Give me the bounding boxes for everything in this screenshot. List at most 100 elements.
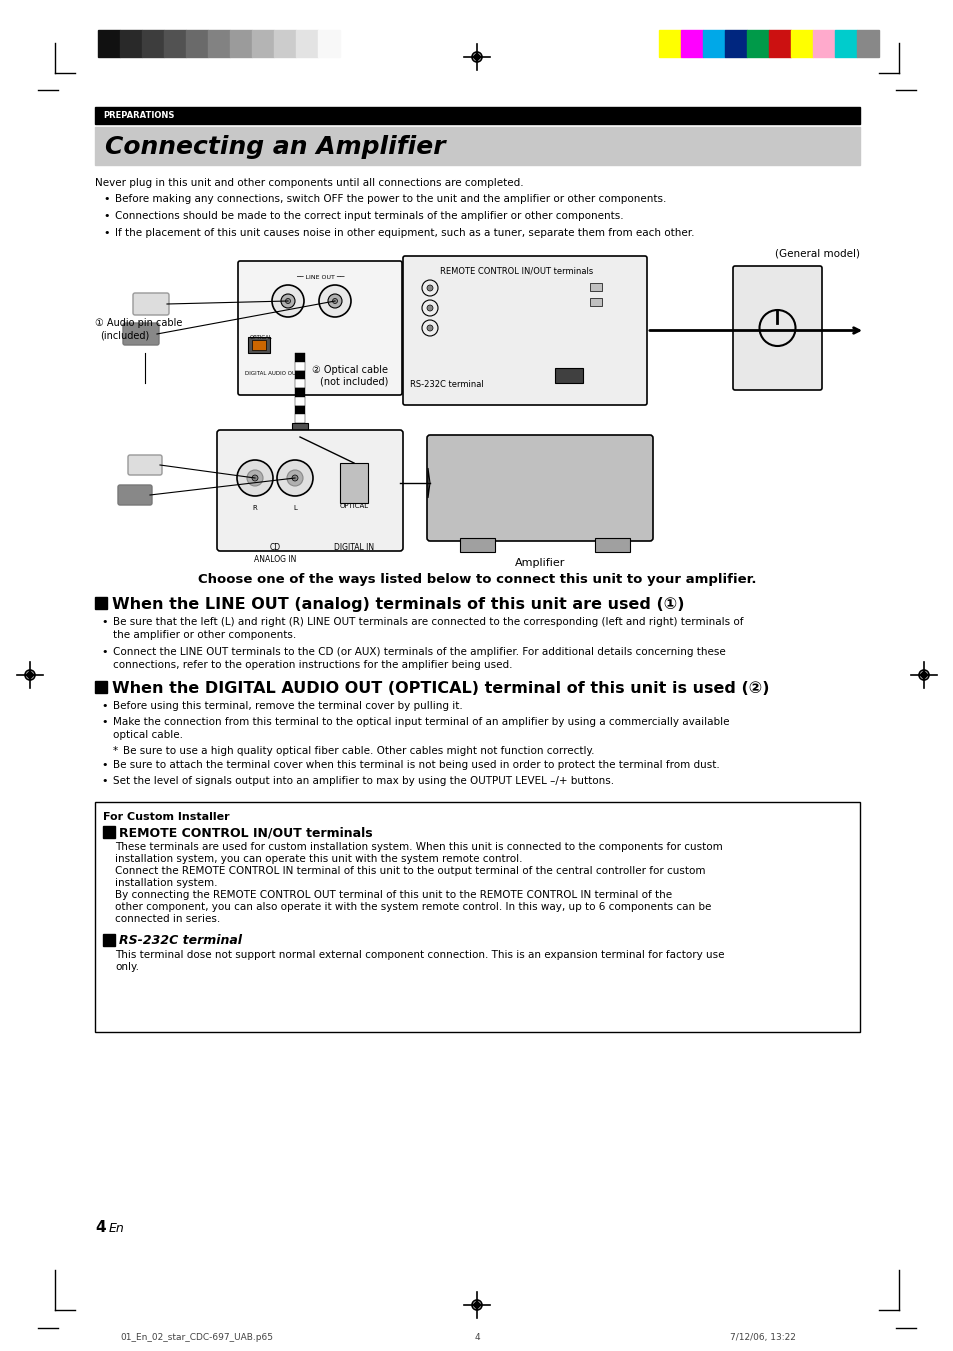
Text: 4: 4 <box>474 1333 479 1342</box>
Bar <box>459 538 495 553</box>
Bar <box>746 30 768 57</box>
Text: En: En <box>109 1223 125 1235</box>
Text: •: • <box>101 647 108 657</box>
Text: PREPARATIONS: PREPARATIONS <box>103 111 174 120</box>
FancyBboxPatch shape <box>128 455 162 476</box>
Polygon shape <box>26 671 34 680</box>
Circle shape <box>328 295 341 308</box>
Text: •: • <box>101 617 108 627</box>
Text: •: • <box>103 211 110 222</box>
Circle shape <box>285 299 291 304</box>
Bar <box>294 370 305 380</box>
Text: REMOTE CONTROL IN/OUT terminals: REMOTE CONTROL IN/OUT terminals <box>439 266 593 276</box>
FancyBboxPatch shape <box>216 430 402 551</box>
Circle shape <box>236 459 273 496</box>
Bar <box>294 353 305 362</box>
Circle shape <box>318 285 351 317</box>
Text: This terminal dose not support normal external component connection. This is an : This terminal dose not support normal ex… <box>115 950 723 961</box>
Bar <box>595 538 629 553</box>
Bar <box>103 825 115 838</box>
Polygon shape <box>428 467 430 499</box>
Text: DIGITAL IN: DIGITAL IN <box>334 543 374 553</box>
Text: other component, you can also operate it with the system remote control. In this: other component, you can also operate it… <box>115 902 711 912</box>
Text: Never plug in this unit and other components until all connections are completed: Never plug in this unit and other compon… <box>95 178 523 188</box>
Text: CD: CD <box>269 543 280 553</box>
Text: installation system.: installation system. <box>115 878 217 888</box>
Text: (included): (included) <box>100 330 149 340</box>
FancyBboxPatch shape <box>132 293 169 315</box>
Text: Before making any connections, switch OFF the power to the unit and the amplifie: Before making any connections, switch OF… <box>115 195 666 204</box>
FancyBboxPatch shape <box>123 323 159 345</box>
Text: Be sure to attach the terminal cover when this terminal is not being used in ord: Be sure to attach the terminal cover whe… <box>112 761 719 770</box>
Text: Set the level of signals output into an amplifier to max by using the OUTPUT LEV: Set the level of signals output into an … <box>112 775 614 786</box>
Text: If the placement of this unit causes noise in other equipment, such as a tuner, : If the placement of this unit causes noi… <box>115 228 694 238</box>
Circle shape <box>427 326 433 331</box>
Text: 01_En_02_star_CDC-697_UAB.p65: 01_En_02_star_CDC-697_UAB.p65 <box>120 1333 273 1342</box>
Bar <box>95 681 107 693</box>
Text: Be sure to use a high quality optical fiber cable. Other cables might not functi: Be sure to use a high quality optical fi… <box>123 746 594 757</box>
FancyBboxPatch shape <box>118 485 152 505</box>
Text: By connecting the REMOTE CONTROL OUT terminal of this unit to the REMOTE CONTROL: By connecting the REMOTE CONTROL OUT ter… <box>115 890 672 900</box>
Circle shape <box>427 285 433 290</box>
Text: optical cable.: optical cable. <box>112 730 183 740</box>
Text: DIGITAL AUDIO OUT: DIGITAL AUDIO OUT <box>245 372 299 376</box>
Bar <box>95 107 859 124</box>
Bar <box>295 30 317 57</box>
Bar <box>790 30 812 57</box>
Text: •: • <box>103 195 110 204</box>
Bar <box>98 30 120 57</box>
Bar <box>248 336 270 353</box>
FancyBboxPatch shape <box>402 255 646 405</box>
Text: RS-232C terminal: RS-232C terminal <box>410 380 483 389</box>
Bar <box>812 30 834 57</box>
Bar <box>659 30 680 57</box>
Text: When the LINE OUT (analog) terminals of this unit are used (①): When the LINE OUT (analog) terminals of … <box>112 597 684 612</box>
Text: When the DIGITAL AUDIO OUT (OPTICAL) terminal of this unit is used (②): When the DIGITAL AUDIO OUT (OPTICAL) ter… <box>112 681 769 696</box>
Bar <box>680 30 702 57</box>
Polygon shape <box>473 1301 480 1309</box>
Text: ── LINE OUT ──: ── LINE OUT ── <box>295 276 344 280</box>
Text: *: * <box>112 746 118 757</box>
Bar <box>702 30 724 57</box>
Bar <box>294 397 305 405</box>
Bar <box>120 30 142 57</box>
Text: Connect the LINE OUT terminals to the CD (or AUX) terminals of the amplifier. Fo: Connect the LINE OUT terminals to the CD… <box>112 647 725 657</box>
Text: Connect the REMOTE CONTROL IN terminal of this unit to the output terminal of th: Connect the REMOTE CONTROL IN terminal o… <box>115 866 705 875</box>
Text: OPTICAL: OPTICAL <box>339 503 368 509</box>
Bar <box>294 362 305 370</box>
Bar <box>339 463 368 503</box>
Bar <box>724 30 746 57</box>
Polygon shape <box>473 53 480 61</box>
Text: •: • <box>103 228 110 238</box>
Bar <box>142 30 164 57</box>
Bar <box>95 127 859 165</box>
Bar <box>186 30 208 57</box>
Text: Make the connection from this terminal to the optical input terminal of an ampli: Make the connection from this terminal t… <box>112 717 729 727</box>
Circle shape <box>272 285 304 317</box>
Text: connections, refer to the operation instructions for the amplifier being used.: connections, refer to the operation inst… <box>112 661 512 670</box>
Text: ① Audio pin cable: ① Audio pin cable <box>95 317 182 328</box>
Bar <box>252 340 266 350</box>
Circle shape <box>292 476 297 481</box>
Circle shape <box>252 476 257 481</box>
Text: Before using this terminal, remove the terminal cover by pulling it.: Before using this terminal, remove the t… <box>112 701 462 711</box>
Circle shape <box>427 305 433 311</box>
Text: connected in series.: connected in series. <box>115 915 220 924</box>
Text: OPTICAL: OPTICAL <box>250 335 273 340</box>
FancyBboxPatch shape <box>427 435 652 540</box>
Bar <box>294 415 305 423</box>
Bar <box>95 597 107 609</box>
Text: L: L <box>293 505 296 511</box>
Text: These terminals are used for custom installation system. When this unit is conne: These terminals are used for custom inst… <box>115 842 722 852</box>
Bar <box>589 282 601 290</box>
Bar <box>230 30 252 57</box>
Text: ② Optical cable: ② Optical cable <box>312 365 388 376</box>
Text: (not included): (not included) <box>319 377 388 386</box>
Bar <box>294 380 305 388</box>
Bar <box>274 30 295 57</box>
Bar <box>103 934 115 946</box>
Circle shape <box>287 470 303 486</box>
Text: •: • <box>101 761 108 770</box>
Bar <box>252 30 274 57</box>
Bar <box>95 802 859 1032</box>
